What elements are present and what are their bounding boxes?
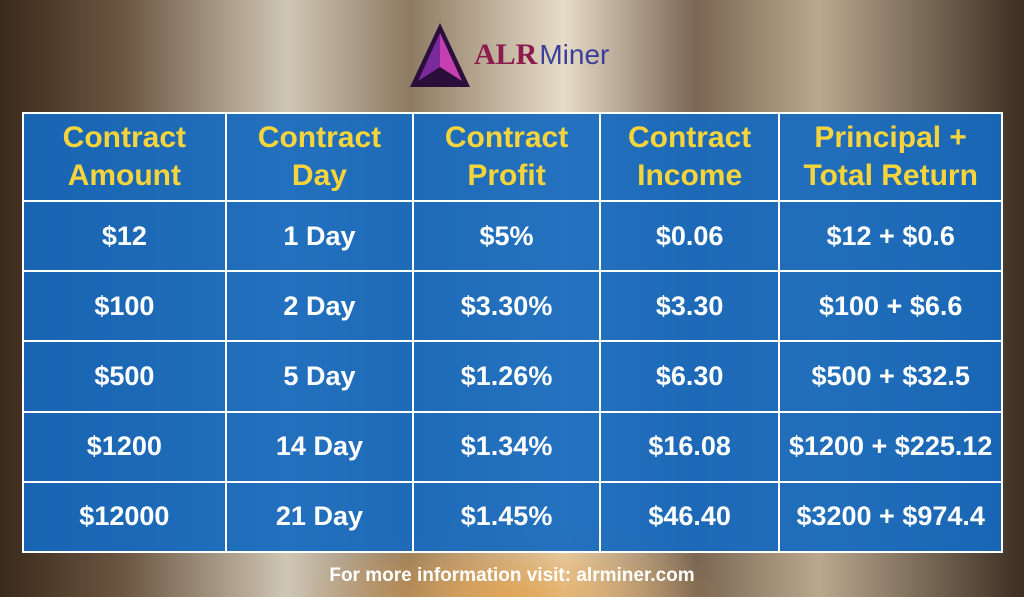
table-cell: 2 Day	[224, 270, 415, 343]
table-cell: $100	[22, 270, 227, 343]
table-cell: 21 Day	[224, 480, 415, 554]
table-cell: $5%	[412, 199, 601, 273]
table-cell: $100 + $6.6	[778, 270, 1003, 343]
header-text: Contract Income	[627, 121, 752, 192]
table-row: $12000 21 Day $1.45% $46.40 $3200 + $974.4	[22, 480, 1003, 554]
contract-table: Contract Amount Contract Day Contract Prof…	[22, 112, 1003, 554]
table-cell: $1.34%	[412, 410, 601, 483]
table-row: $500 5 Day $1.26% $6.30 $500 + $32.5	[22, 340, 1003, 413]
logo: ALR Miner	[408, 20, 609, 90]
logo-name: Miner	[539, 39, 610, 70]
table-cell: 1 Day	[224, 199, 415, 273]
table-cell: $1.26%	[412, 340, 601, 413]
table-cell: $1200	[22, 410, 227, 483]
table-cell: $3200 + $974.4	[778, 480, 1003, 554]
table-cell: $1.45%	[412, 480, 601, 554]
header-text: Contract Profit	[444, 121, 569, 192]
logo-brand: ALR	[474, 38, 538, 71]
table-cell: $16.08	[598, 410, 781, 483]
table-cell: $0.06	[598, 199, 781, 273]
table-cell: 14 Day	[224, 410, 415, 483]
table-cell: $6.30	[598, 340, 781, 413]
table-row: $100 2 Day $3.30% $3.30 $100 + $6.6	[22, 270, 1003, 343]
table-cell: $1200 + $225.12	[778, 410, 1003, 483]
footer: For more information visit: alrminer.com	[329, 565, 695, 586]
table-cell: $46.40	[598, 480, 781, 554]
table-row: $12 1 Day $5% $0.06 $12 + $0.6	[22, 199, 1003, 273]
table-row: $1200 14 Day $1.34% $16.08 $1200 + $225.12	[22, 410, 1003, 483]
header-cell: Contract Amount	[22, 112, 227, 202]
header-text: Contract Day	[257, 121, 382, 192]
table-body: $12 1 Day $5% $0.06 $12 + $0.6 $100 2 Day $3.30…	[22, 199, 1003, 554]
table-cell: $3.30%	[412, 270, 601, 343]
table-cell: 5 Day	[224, 340, 415, 413]
logo-icon	[410, 23, 470, 87]
header-cell: Contract Income	[598, 112, 781, 202]
header-text: Principal + Total Return	[803, 121, 978, 192]
header-cell: Principal + Total Return	[778, 112, 1003, 202]
table-cell: $12000	[22, 480, 227, 554]
table-cell: $12	[22, 199, 227, 273]
table-cell: $500	[22, 340, 227, 413]
header-cell: Contract Profit	[412, 112, 601, 202]
header-text: Contract Amount	[62, 121, 187, 192]
header-cell: Contract Day	[224, 112, 415, 202]
table-cell: $500 + $32.5	[778, 340, 1003, 413]
table-cell: $3.30	[598, 270, 781, 343]
table-cell: $12 + $0.6	[778, 199, 1003, 273]
header-row: Contract Amount Contract Day Contract Prof…	[22, 112, 1003, 202]
